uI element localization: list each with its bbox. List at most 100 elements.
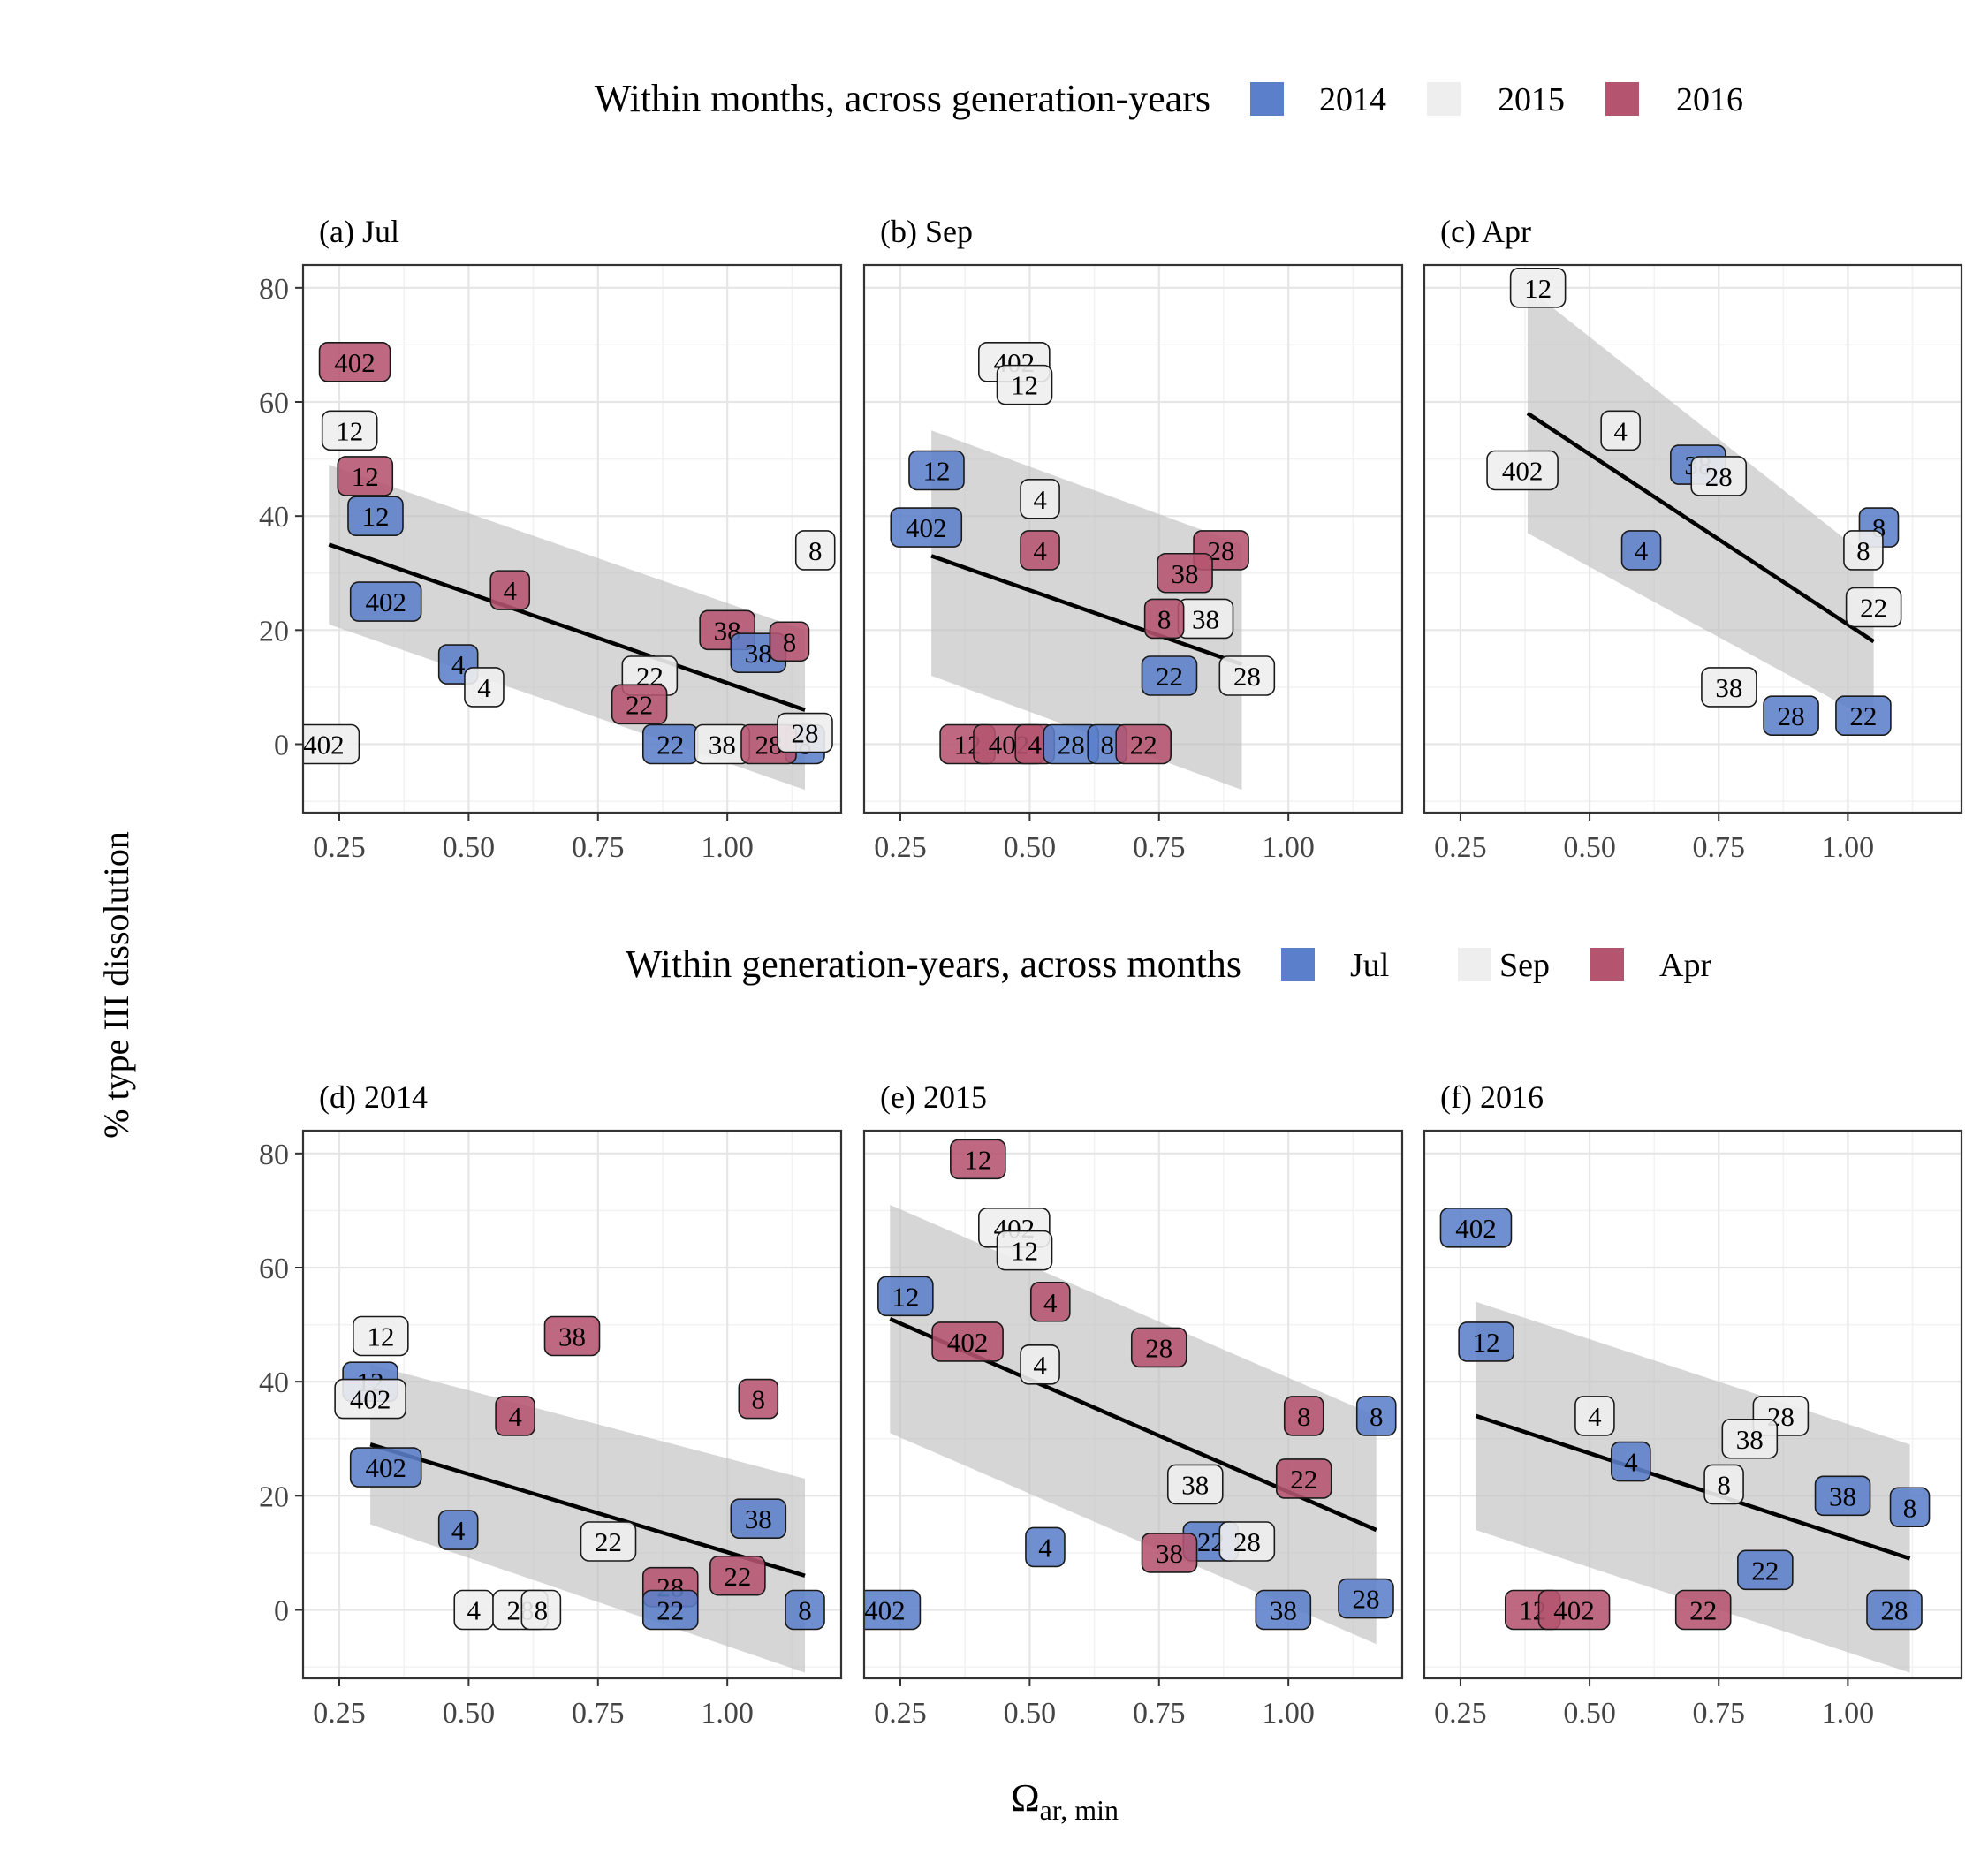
point-label: 12 <box>922 456 950 487</box>
data-point: 4 <box>1020 530 1060 571</box>
point-label: 402 <box>1502 456 1544 487</box>
data-point: 4 <box>1025 1526 1066 1568</box>
point-label-box <box>1537 1589 1611 1631</box>
panel-border <box>862 1129 1404 1680</box>
point-label-box <box>337 456 394 496</box>
data-point: 8 <box>738 1378 779 1420</box>
y-tick-label: 40 <box>259 1367 289 1399</box>
data-point: 402 <box>349 1447 422 1488</box>
point-label-box <box>318 341 391 382</box>
point-label: 38 <box>1192 603 1219 634</box>
legend-label-2014: 2014 <box>1319 81 1386 118</box>
point-label: 4 <box>1588 1401 1602 1432</box>
point-label: 38 <box>1736 1424 1764 1455</box>
point-label: 38 <box>1270 1595 1297 1626</box>
point-label: 4 <box>1613 415 1628 446</box>
data-point: 22 <box>1845 587 1902 628</box>
point-label: 22 <box>1689 1595 1717 1626</box>
panel-border <box>301 1129 843 1680</box>
data-point: 402 <box>334 1378 406 1420</box>
point-label-box <box>1701 667 1757 708</box>
point-label: 8 <box>783 626 797 657</box>
point-label: 22 <box>656 1595 684 1626</box>
x-tick-label: 0.25 <box>874 1697 927 1730</box>
data-point: 22 <box>1835 695 1892 737</box>
regression-line <box>369 1442 806 1578</box>
point-label-box <box>996 364 1053 405</box>
y-axis-label: % type III dissolution <box>96 831 136 1139</box>
legends: Within months, across generation-years 20… <box>595 77 1743 986</box>
point-label: 22 <box>595 1526 622 1557</box>
data-point: 28 <box>1763 695 1819 737</box>
point-label: 12 <box>1011 1236 1038 1267</box>
regression-line <box>1475 1413 1911 1561</box>
data-point: 8 <box>785 1589 825 1631</box>
data-point: 22 <box>580 1521 637 1562</box>
point-label-box <box>777 712 833 753</box>
point-label: 4 <box>1635 535 1649 566</box>
point-label-box <box>1814 1475 1871 1517</box>
point-label: 8 <box>1903 1492 1917 1523</box>
point-label-box <box>864 1589 922 1631</box>
x-tick-label: 0.25 <box>313 1697 366 1730</box>
legend-label-Jul: Jul <box>1350 947 1389 984</box>
panel-border <box>301 263 843 814</box>
point-label-box <box>794 530 836 571</box>
data-point: 22 <box>709 1555 766 1596</box>
point-label-box <box>437 1510 479 1550</box>
data-point: 12 <box>353 1315 409 1357</box>
legend-label-2016: 2016 <box>1676 81 1743 118</box>
x-tick-label: 0.25 <box>1434 831 1487 864</box>
point-label-box <box>877 1276 934 1317</box>
point-label: 4 <box>477 672 491 703</box>
point-label: 402 <box>1553 1595 1595 1626</box>
data-point: 8 <box>1355 1396 1397 1436</box>
x-tick-label: 1.00 <box>701 1697 754 1730</box>
data-point: 8 <box>1889 1487 1931 1528</box>
point-label-box <box>908 450 965 491</box>
y-tick-label: 40 <box>259 501 289 534</box>
data-point: 8 <box>794 530 836 571</box>
point-label-box <box>334 1378 406 1420</box>
legend-key-2014 <box>1250 82 1284 116</box>
data-point: 28 <box>1218 1521 1276 1562</box>
data-point: 12 <box>996 364 1053 405</box>
data-point: 28 <box>1338 1578 1394 1619</box>
x-tick-label: 1.00 <box>1822 1697 1875 1730</box>
legend-key-Apr <box>1590 948 1624 981</box>
legend-title: Within months, across generation-years <box>595 77 1210 120</box>
point-label: 12 <box>1011 370 1038 401</box>
point-label: 4 <box>1028 730 1042 761</box>
point-label-box <box>1574 1396 1615 1436</box>
point-label: 28 <box>1778 700 1805 731</box>
data-point: 38 <box>1814 1475 1871 1517</box>
legend-title: Within generation-years, across months <box>626 943 1241 986</box>
data-point: 4 <box>437 1510 479 1550</box>
x-tick-label: 1.00 <box>1262 1697 1315 1730</box>
regression-line <box>930 554 1243 667</box>
panel-border <box>862 263 1404 814</box>
point-label-box <box>1025 1526 1066 1568</box>
data-point: 28 <box>1690 456 1748 496</box>
data-point: 12 <box>321 410 378 451</box>
legend-label-2015: 2015 <box>1498 81 1565 118</box>
data-point: 8 <box>1283 1396 1324 1436</box>
point-label: 28 <box>1233 661 1261 692</box>
point-label-box <box>1843 530 1884 571</box>
point-label: 28 <box>1233 1526 1261 1557</box>
point-label-box <box>347 496 404 536</box>
data-point: 12 <box>908 450 965 491</box>
panels: 4021212124024444022222223838388882828(a)… <box>259 214 1963 1730</box>
panel-c-apr: 124402382848822382822(c) Apr0.250.500.75… <box>1423 214 1963 864</box>
confidence-band <box>1527 287 1874 722</box>
x-tick-label: 0.25 <box>313 831 366 864</box>
y-tick-label: 20 <box>259 1480 289 1513</box>
point-label: 4 <box>1038 1532 1052 1563</box>
point-label: 8 <box>798 1595 812 1626</box>
data-point: 4 <box>1600 410 1641 451</box>
point-label-box <box>321 410 378 451</box>
panel-title: (a) Jul <box>319 214 399 249</box>
panel-d-2014: 121240240238444288222822223888(d) 20140.… <box>259 1079 843 1730</box>
